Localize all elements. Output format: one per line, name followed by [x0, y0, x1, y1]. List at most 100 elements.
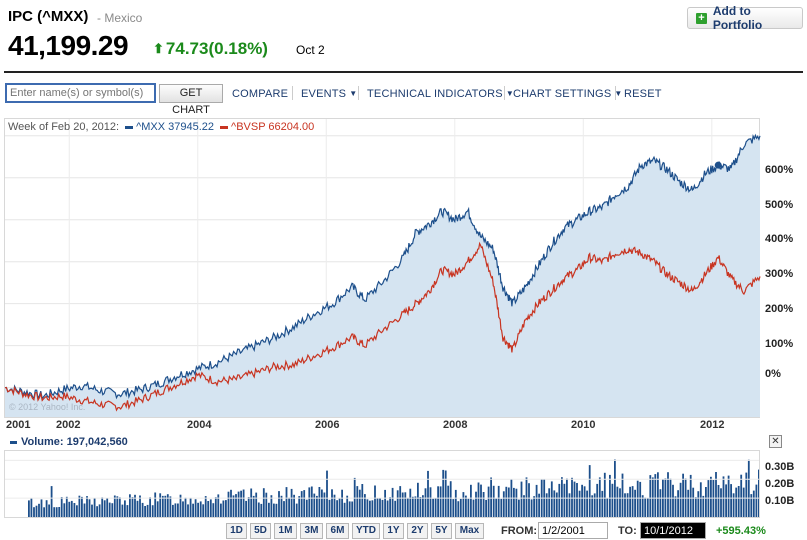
to-label: TO:	[618, 525, 637, 537]
range-1d-button[interactable]: 1D	[226, 523, 247, 539]
range-3m-button[interactable]: 3M	[300, 523, 323, 539]
volume-bar	[411, 496, 414, 517]
mxx-marker	[714, 161, 722, 169]
vol-tick-label: 0.30B	[765, 461, 795, 473]
volume-bar	[53, 507, 56, 517]
toolbar-separator	[358, 86, 359, 100]
add-to-portfolio-button[interactable]: + Add to Portfolio	[687, 4, 803, 32]
volume-bar	[578, 490, 581, 517]
volume-bar	[50, 486, 53, 517]
volume-bar	[523, 495, 525, 517]
volume-bar	[472, 499, 475, 517]
volume-bar	[194, 499, 197, 517]
volume-bar	[750, 494, 753, 517]
volume-bar	[737, 486, 740, 517]
volume-bar	[477, 482, 480, 517]
toolbar-separator	[292, 86, 293, 100]
reset-link[interactable]: RESET	[624, 88, 662, 100]
volume-bar	[214, 497, 217, 517]
chart-settings-menu[interactable]: CHART SETTINGS ▼	[513, 88, 622, 100]
toolbar-separator	[504, 86, 505, 100]
range-6m-button[interactable]: 6M	[326, 523, 349, 539]
volume-bar	[245, 500, 247, 517]
copyright-text: © 2012 Yahoo! Inc.	[9, 402, 86, 412]
from-date-input[interactable]	[538, 522, 608, 539]
volume-bar	[598, 477, 601, 517]
range-5y-button[interactable]: 5Y	[431, 523, 452, 539]
volume-bar	[487, 486, 490, 517]
legend-bvsp: ^BVSP 66204.00	[231, 121, 315, 133]
volume-bar	[111, 503, 114, 517]
range-2y-button[interactable]: 2Y	[407, 523, 428, 539]
range-1y-button[interactable]: 1Y	[383, 523, 404, 539]
volume-bar	[265, 492, 268, 517]
volume-bar	[720, 488, 722, 517]
volume-bar	[581, 484, 583, 517]
range-ytd-button[interactable]: YTD	[352, 523, 380, 539]
volume-bar	[242, 489, 245, 517]
volume-bar	[732, 493, 735, 517]
bvsp-swatch	[220, 125, 229, 129]
volume-bar	[45, 500, 48, 517]
volume-bar	[515, 488, 518, 517]
x-axis-labels: 2001 2002 2004 2006 2008 2010 2012	[0, 419, 807, 433]
volume-bar	[209, 499, 212, 517]
range-max-button[interactable]: Max	[455, 523, 484, 539]
volume-bar	[601, 490, 604, 517]
volume-bar	[649, 475, 652, 517]
volume-bar	[353, 477, 356, 517]
get-chart-button[interactable]: GET CHART	[159, 84, 223, 116]
y-tick-label: 0%	[765, 368, 781, 380]
volume-bar	[475, 491, 477, 517]
mxx-series-line	[4, 133, 761, 401]
chart-legend: Week of Feb 20, 2012: ^MXX 37945.22 ^BVSP …	[8, 121, 314, 133]
volume-bar	[78, 495, 81, 517]
period-change: +595.43%	[716, 525, 766, 537]
volume-bar	[86, 496, 88, 517]
volume-bar	[268, 502, 270, 517]
vol-tick-label: 0.20B	[765, 478, 795, 490]
volume-bar	[275, 503, 278, 517]
volume-bar	[414, 496, 417, 517]
volume-bar	[480, 484, 482, 517]
volume-bar	[124, 500, 126, 517]
volume-bar	[500, 498, 503, 517]
range-5d-button[interactable]: 5D	[250, 523, 271, 539]
volume-bar	[747, 459, 750, 517]
close-volume-icon[interactable]: ✕	[769, 435, 782, 448]
volume-bar	[187, 504, 189, 517]
volume-bar	[331, 489, 333, 517]
volume-bar	[225, 500, 227, 517]
events-menu[interactable]: EVENTS ▼	[301, 88, 357, 100]
volume-bar	[371, 500, 374, 517]
volume-bar	[459, 498, 462, 517]
volume-bar	[343, 502, 346, 517]
range-1m-button[interactable]: 1M	[274, 523, 297, 539]
volume-bar	[280, 495, 283, 517]
volume-bar	[394, 500, 397, 517]
volume-bar	[573, 481, 576, 517]
volume-bar	[406, 497, 409, 517]
volume-bar	[217, 494, 220, 517]
volume-bar	[538, 493, 540, 517]
technical-indicators-menu[interactable]: TECHNICAL INDICATORS ▼	[367, 88, 514, 100]
exchange-label: - Mexico	[97, 11, 143, 25]
to-date-input[interactable]	[640, 522, 706, 539]
volume-bar	[545, 493, 548, 517]
volume-bar	[237, 491, 240, 517]
volume-bar	[146, 504, 149, 517]
symbol-search-input[interactable]	[5, 83, 156, 103]
volume-bar	[295, 503, 298, 517]
volume-bar	[379, 498, 381, 517]
quote-price: 41,199.29	[8, 30, 129, 61]
volume-bar	[250, 488, 253, 517]
volume-bar	[262, 488, 265, 517]
volume-bar	[129, 494, 131, 517]
x-tick-label: 2006	[315, 419, 340, 431]
volume-bar	[699, 482, 702, 517]
volume-bar	[677, 490, 679, 517]
compare-link[interactable]: COMPARE	[232, 88, 289, 100]
quote-date: Oct 2	[296, 43, 325, 57]
volume-bar	[687, 489, 690, 517]
